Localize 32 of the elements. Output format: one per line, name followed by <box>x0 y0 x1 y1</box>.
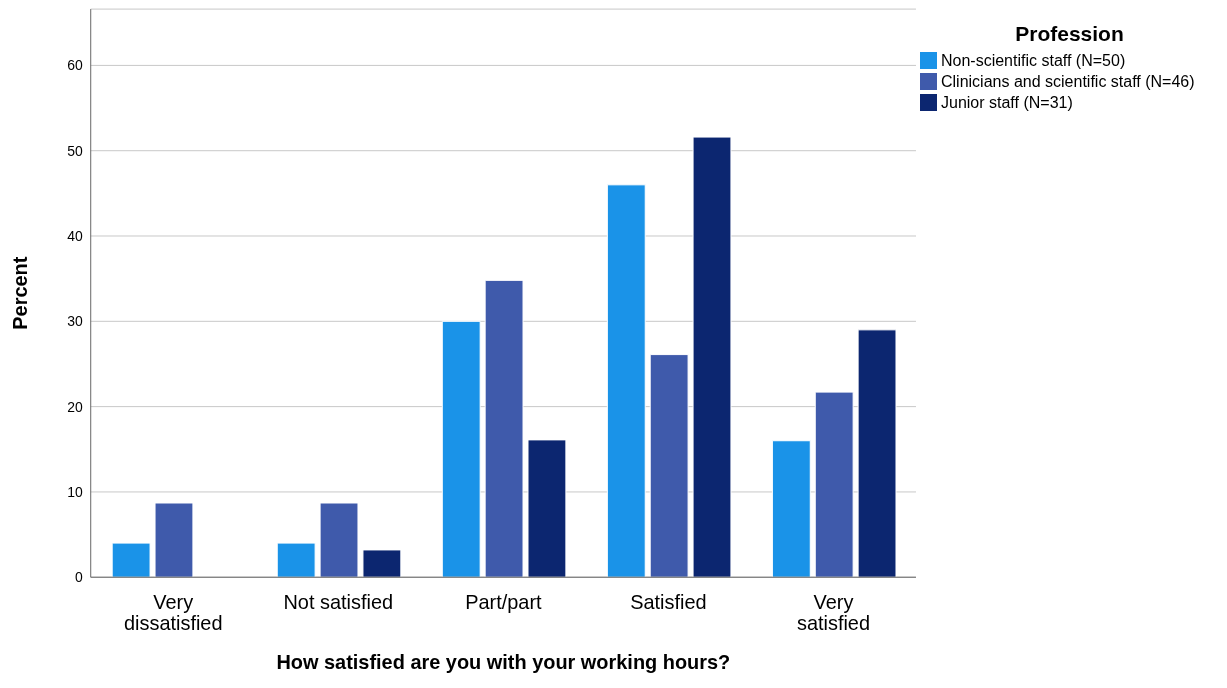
legend-label: Non-scientific staff (N=50) <box>940 52 1126 69</box>
x-tick-label: Satisfied <box>630 591 707 614</box>
y-tick-label: 20 <box>67 398 83 415</box>
y-tick-label: 60 <box>67 57 83 74</box>
legend-label: Junior staff (N=31) <box>940 94 1073 111</box>
bar <box>606 184 646 578</box>
y-tick-label: 0 <box>74 569 83 586</box>
bar <box>111 542 151 578</box>
x-tick-label: Part/part <box>465 591 543 614</box>
x-axis-title: How satisfied are you with your working hours? <box>276 650 731 673</box>
bar <box>441 320 481 578</box>
bar <box>692 136 732 578</box>
bar <box>527 439 567 578</box>
y-axis-title: Percent <box>9 256 32 330</box>
bar <box>362 549 402 578</box>
legend-label: Clinicians and scientific staff (N=46) <box>940 73 1195 90</box>
bar <box>154 502 194 578</box>
x-tick-label: Very dissatisfied <box>123 591 223 635</box>
bar <box>771 440 811 578</box>
y-tick-label: 50 <box>67 142 83 159</box>
bar <box>276 542 316 578</box>
bar <box>857 329 897 578</box>
x-tick-label: Very satisfied <box>796 591 871 635</box>
bar <box>319 502 359 578</box>
bar <box>484 279 524 578</box>
y-tick-label: 30 <box>67 313 83 330</box>
y-tick-label: 10 <box>67 483 83 500</box>
y-tick-label: 40 <box>67 227 83 244</box>
x-tick-label: Not satisfied <box>283 591 394 614</box>
bar <box>649 354 689 578</box>
bar <box>814 391 854 578</box>
legend-title: Profession <box>1014 22 1125 46</box>
